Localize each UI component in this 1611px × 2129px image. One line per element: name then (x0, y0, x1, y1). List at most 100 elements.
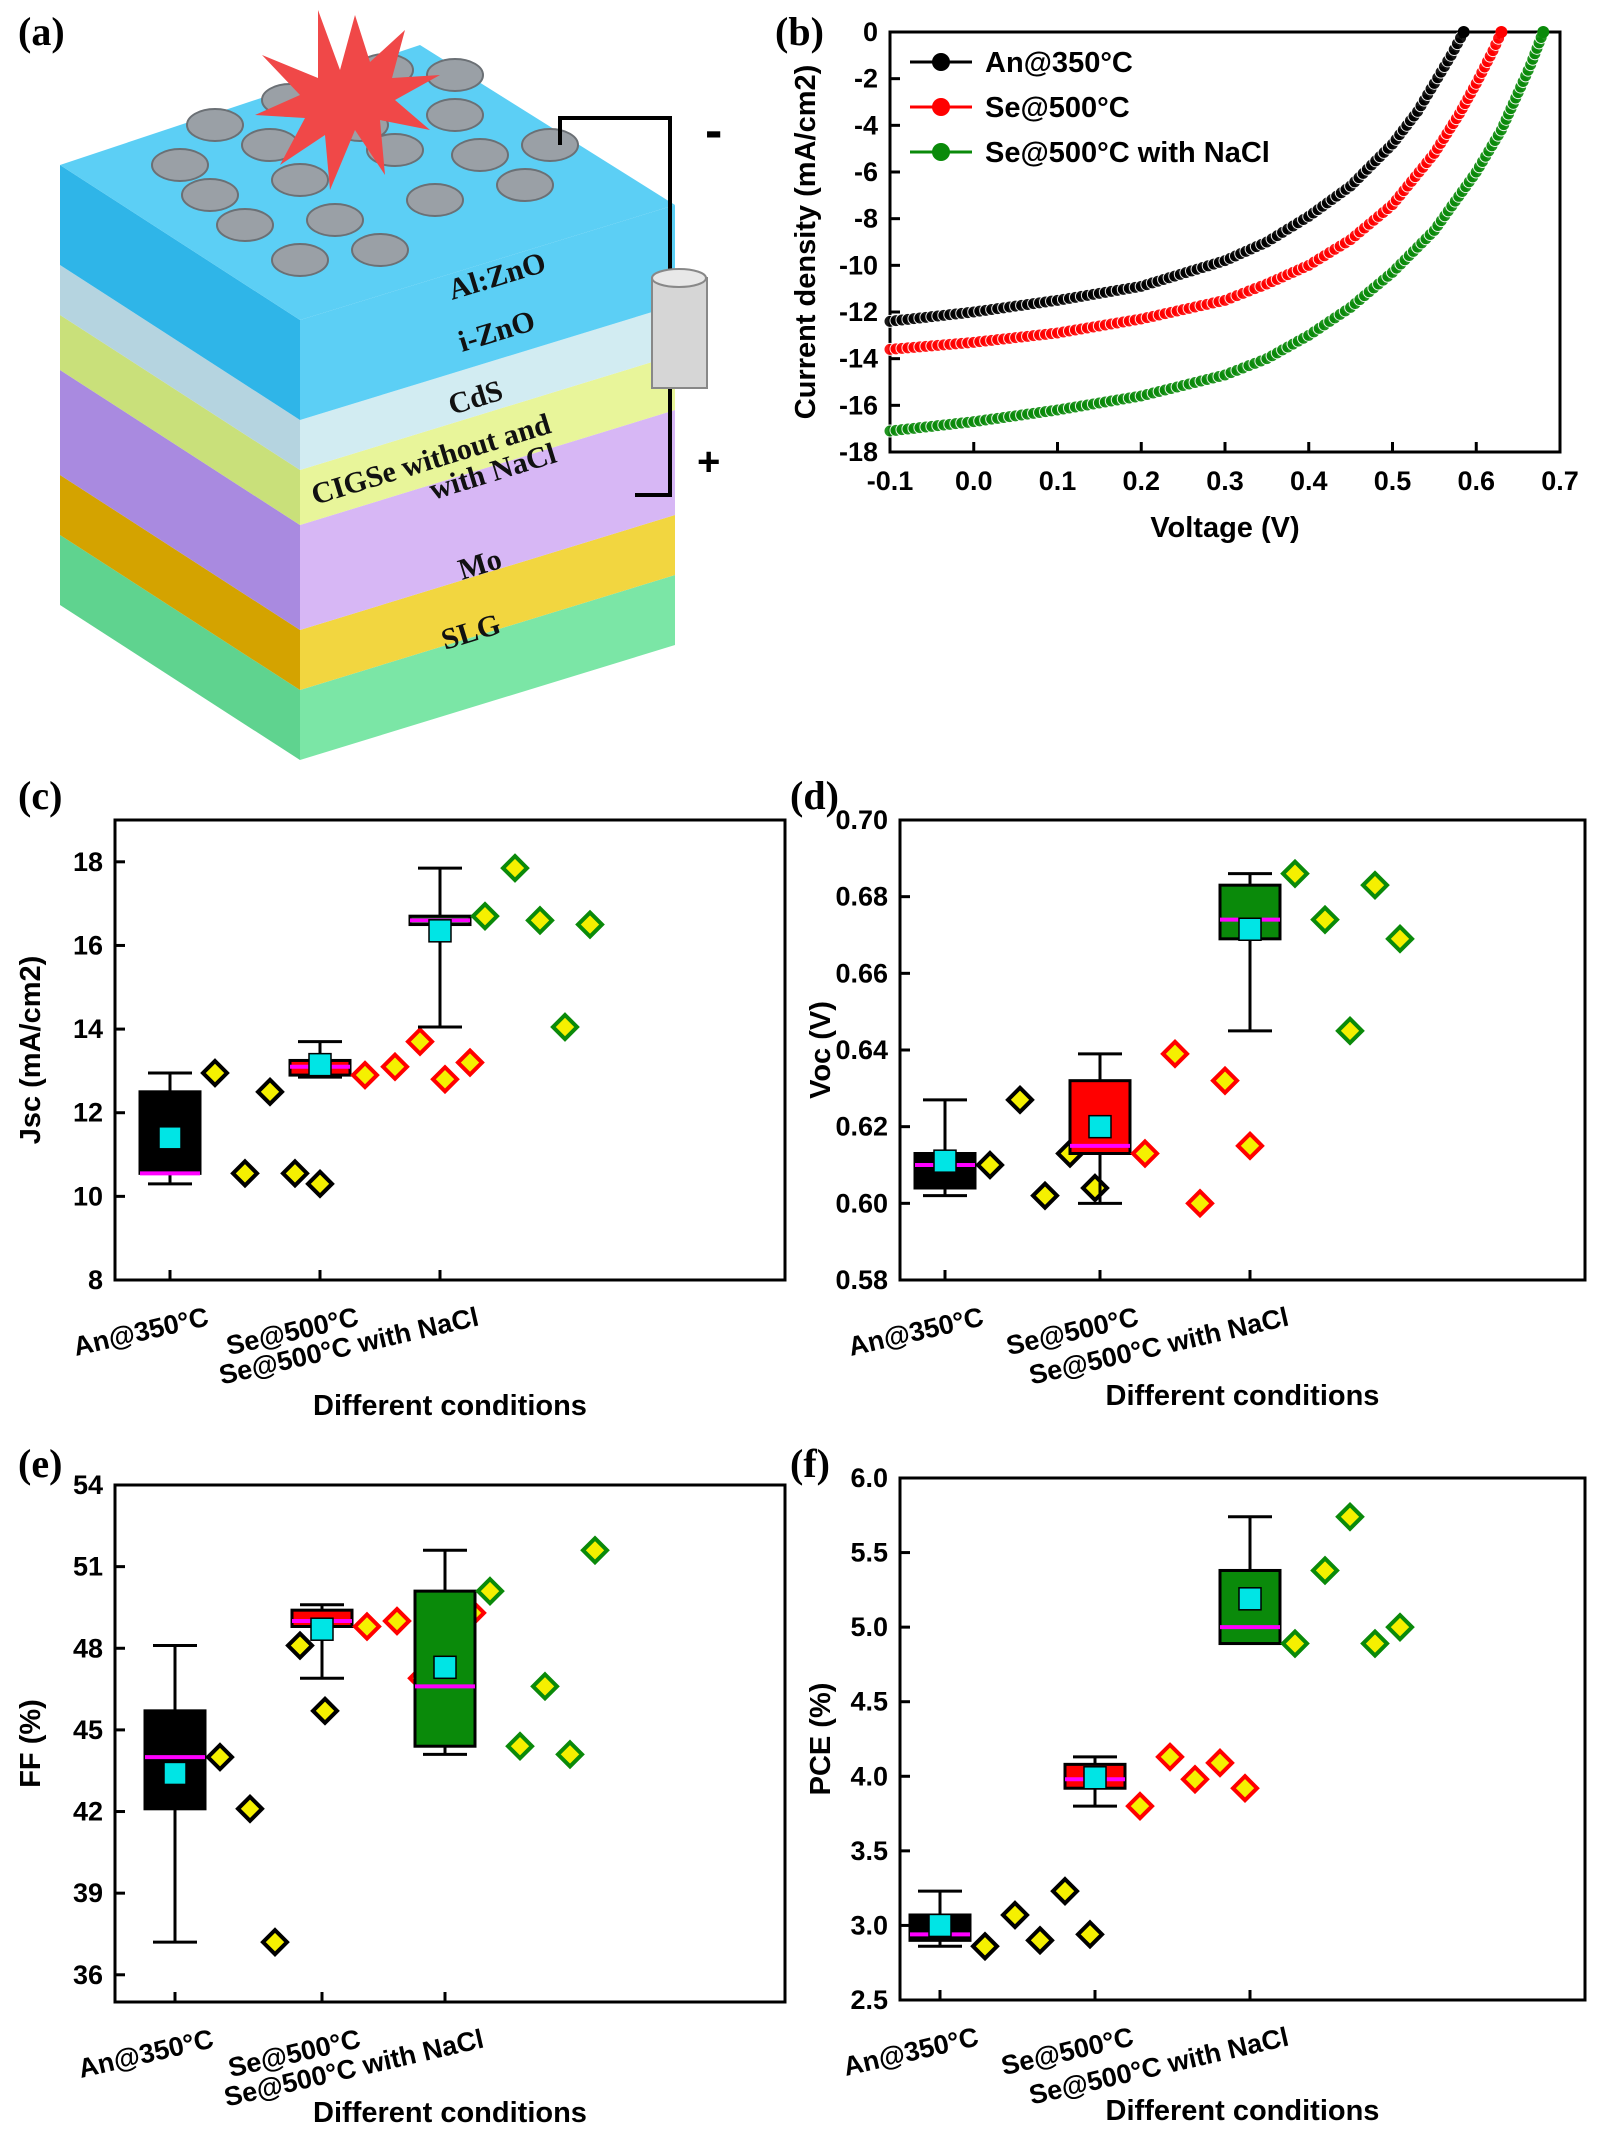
data-point (1080, 1173, 1110, 1203)
layer-cigse-front (60, 370, 300, 630)
legend-marker (932, 98, 950, 116)
y-tick-label: 45 (73, 1715, 103, 1745)
data-point (1000, 1900, 1030, 1930)
mean-marker (1088, 1114, 1112, 1139)
y-tick-label: 2.5 (850, 1985, 888, 2015)
layer-slg-front (60, 535, 300, 760)
data-point (555, 1739, 585, 1770)
data-point (1180, 1764, 1210, 1795)
layer-cigse-side (300, 410, 675, 630)
terminal-plus: + (697, 440, 720, 484)
x-tick-label: 0.0 (955, 466, 993, 496)
mean-marker (310, 1617, 334, 1641)
y-tick-label: 6.0 (850, 1463, 888, 1493)
data-point (260, 1927, 290, 1957)
x-axis-label: Different conditions (313, 2097, 587, 2129)
y-tick-label: -16 (839, 390, 878, 420)
data-point (200, 1058, 230, 1088)
data-point (580, 1535, 610, 1566)
data-point (1310, 1555, 1340, 1586)
y-tick-label: 3.5 (850, 1836, 888, 1866)
y-axis-label: FF (%) (15, 1699, 47, 1788)
x-tick-label: 0.4 (1290, 466, 1328, 496)
data-point (430, 1064, 460, 1095)
y-tick-label: 5.5 (850, 1538, 888, 1568)
data-point (405, 1026, 435, 1057)
y-tick-label: 0.60 (835, 1188, 888, 1218)
data-point (1335, 1501, 1365, 1532)
data-point (1185, 1188, 1215, 1219)
mean-marker (1238, 917, 1262, 941)
x-axis-label: Voltage (V) (1150, 512, 1299, 544)
layer-izno-front (60, 265, 300, 470)
plot-frame (113, 818, 787, 1282)
layer-mo-front (60, 475, 300, 690)
jv-curve-chart: -0.1 0.0 0.1 0.2 0.3 0.4 0.5 0.6 0.7 0 -2 -4 -6 -8 -10… (790, 17, 1579, 544)
x-axis-label: Different conditions (1106, 1380, 1380, 1412)
external-circuit-wire (558, 116, 672, 497)
data-point (530, 1671, 560, 1702)
y-tick-label: 51 (73, 1552, 103, 1582)
data-point (1030, 1180, 1060, 1211)
data-point (470, 901, 500, 932)
data-point (280, 1158, 310, 1189)
legend-label: Se@500°C with NaCl (985, 137, 1270, 169)
y-tick-label: 42 (73, 1797, 103, 1827)
panel-label-e: (e) (18, 1441, 63, 1486)
data-point (1230, 1773, 1260, 1804)
data-point (1210, 1065, 1240, 1096)
x-axis-label: Different conditions (313, 1390, 587, 1422)
layer-alzno-side (300, 205, 675, 420)
layer-slg-side (300, 575, 675, 760)
data-point (352, 1611, 382, 1642)
data-point (1360, 870, 1390, 900)
y-tick-label: 54 (73, 1470, 103, 1500)
data-point (1537, 26, 1550, 38)
x-tick-label: An@350°C (70, 1302, 211, 1362)
y-tick-label: -2 (854, 64, 878, 94)
data-point (1280, 858, 1310, 889)
data-point (970, 1931, 1000, 1962)
data-point (575, 909, 605, 940)
y-tick-label: 48 (73, 1633, 103, 1663)
mean-marker (1238, 1587, 1262, 1611)
y-tick-label: 36 (73, 1960, 103, 1990)
y-tick-label: 0.66 (835, 958, 888, 988)
panel-label-b: (b) (775, 9, 824, 54)
data-point (310, 1696, 340, 1726)
y-axis-label: Voc (V) (805, 1001, 837, 1099)
x-tick-label: 0.3 (1206, 466, 1244, 496)
box (1218, 1568, 1282, 1646)
y-tick-label: 3.0 (850, 1910, 888, 1940)
data-point (205, 1742, 235, 1772)
data-point (1130, 1138, 1160, 1169)
y-tick-label: -18 (839, 437, 878, 467)
mean-marker (158, 1126, 182, 1150)
y-tick-label: -4 (854, 110, 878, 140)
data-point (305, 1168, 335, 1199)
layer-cds-front (60, 315, 300, 525)
y-tick-label: 10 (73, 1181, 103, 1211)
data-point (525, 905, 555, 936)
data-point (455, 1047, 485, 1078)
data-point (285, 1630, 315, 1661)
y-tick-label: 4.5 (850, 1687, 888, 1717)
y-tick-label: 39 (73, 1878, 103, 1908)
y-tick-label: -10 (839, 250, 878, 280)
x-tick-label: An@350°C (845, 1302, 986, 1362)
data-point (1280, 1628, 1310, 1659)
y-tick-label: -14 (839, 344, 878, 374)
data-point (500, 853, 530, 883)
y-tick-label: 4.0 (850, 1761, 888, 1791)
legend-marker (932, 53, 950, 71)
y-tick-label: -8 (854, 204, 878, 234)
data-point (1335, 1016, 1365, 1046)
x-tick-label: 0.6 (1457, 466, 1495, 496)
panel-label-a: (a) (18, 9, 65, 54)
data-point (1125, 1791, 1155, 1821)
layer-cds-side (300, 355, 675, 525)
data-point (975, 1150, 1005, 1180)
data-point (1360, 1628, 1390, 1659)
